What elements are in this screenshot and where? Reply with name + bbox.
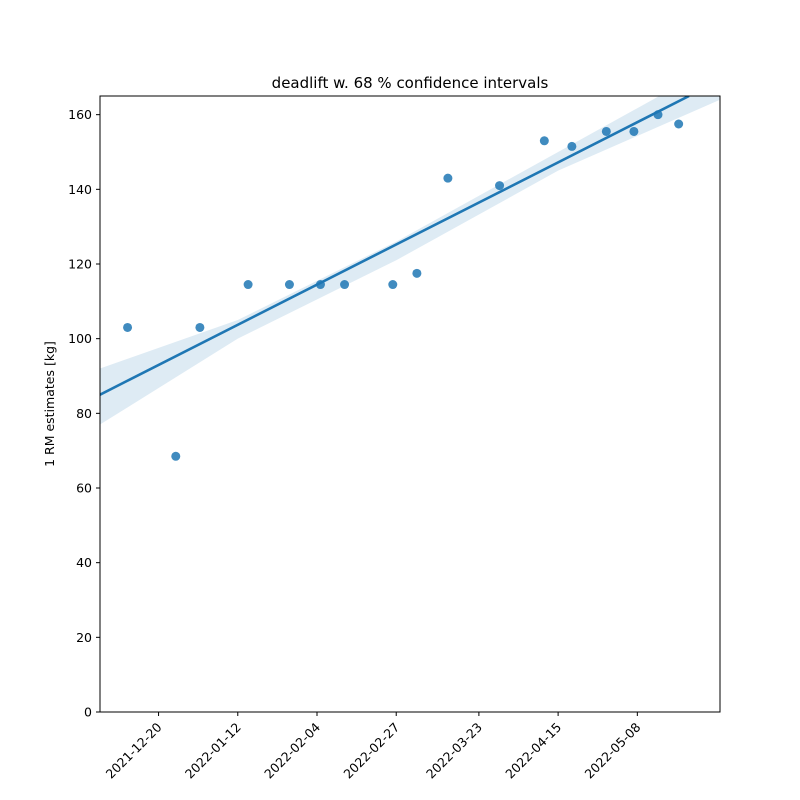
data-point bbox=[171, 451, 181, 461]
data-point bbox=[195, 322, 205, 332]
data-point bbox=[243, 280, 253, 290]
data-point bbox=[495, 181, 505, 191]
y-tick-label: 20 bbox=[76, 630, 92, 645]
y-tick-label: 100 bbox=[68, 331, 92, 346]
data-point bbox=[653, 110, 663, 120]
y-tick-label: 0 bbox=[84, 705, 92, 720]
data-point bbox=[340, 280, 350, 290]
regression-line bbox=[100, 96, 690, 396]
data-point bbox=[412, 268, 422, 278]
axes-frame bbox=[99, 95, 721, 713]
y-axis-label: 1 RM estimates [kg] bbox=[42, 341, 57, 467]
data-point bbox=[567, 141, 577, 151]
y-tick-label: 40 bbox=[76, 555, 92, 570]
data-point bbox=[388, 280, 398, 290]
data-point bbox=[443, 173, 453, 183]
y-tick-label: 140 bbox=[68, 182, 92, 197]
plot-area bbox=[100, 96, 720, 461]
data-point bbox=[284, 280, 294, 290]
y-tick-label: 120 bbox=[68, 257, 92, 272]
data-point bbox=[539, 136, 549, 146]
data-point bbox=[123, 322, 133, 332]
data-point bbox=[601, 126, 611, 136]
chart-title: deadlift w. 68 % confidence intervals bbox=[272, 74, 549, 92]
data-point bbox=[629, 126, 639, 136]
y-tick-label: 60 bbox=[76, 481, 92, 496]
data-point bbox=[674, 119, 684, 129]
data-point bbox=[315, 280, 325, 290]
y-tick-label: 80 bbox=[76, 406, 92, 421]
y-tick-label: 160 bbox=[68, 107, 92, 122]
